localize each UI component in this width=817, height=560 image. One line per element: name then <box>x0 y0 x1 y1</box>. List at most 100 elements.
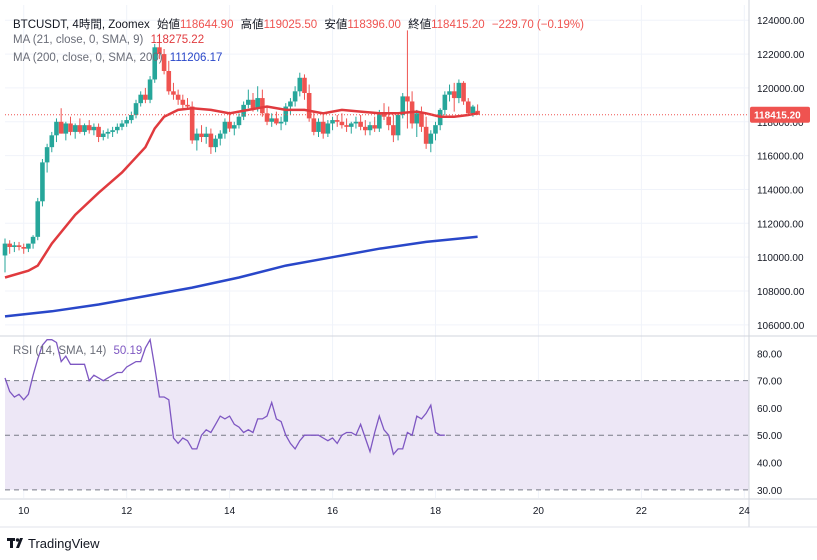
time-tick-label: 16 <box>327 506 339 517</box>
price-tick-label: 124000.00 <box>757 16 805 27</box>
ohlc-legend: BTCUSDT, 4時間, Zoomex 始値118644.90 高値11902… <box>13 16 588 32</box>
candle-body <box>213 138 218 148</box>
candle-body <box>49 135 55 148</box>
symbol-label[interactable]: BTCUSDT, 4時間, Zoomex <box>13 19 150 31</box>
time-tick-label: 22 <box>636 506 648 517</box>
candle-body <box>110 130 115 132</box>
rsi-value: 50.19 <box>113 345 143 357</box>
candle-body <box>40 162 45 202</box>
candle-body <box>199 133 204 137</box>
brand-name: TradingView <box>28 535 100 551</box>
candle-body <box>21 247 27 249</box>
price-tick-label: 116000.00 <box>757 152 804 163</box>
candle-body <box>194 133 200 141</box>
candle-body <box>44 147 50 163</box>
candle-body <box>255 98 260 109</box>
rsi-label: RSI (14, SMA, 14) <box>13 345 107 357</box>
candle-body <box>138 94 143 104</box>
price-tick-label: 106000.00 <box>757 321 805 332</box>
time-tick-label: 20 <box>533 506 545 517</box>
candle-body <box>208 133 214 148</box>
candle-body <box>180 99 186 105</box>
candle-body <box>86 125 92 131</box>
rsi-tick-label: 30.00 <box>757 486 782 497</box>
price-tick-label: 114000.00 <box>757 185 804 196</box>
open-value: 118644.90 <box>179 19 234 31</box>
time-tick-label: 24 <box>739 506 751 517</box>
candle-body <box>442 94 448 110</box>
price-tick-label: 108000.00 <box>757 287 805 298</box>
candle-body <box>381 113 387 117</box>
candle-body <box>395 115 401 136</box>
candle-body <box>405 96 410 102</box>
candle-body <box>377 113 382 129</box>
candle-body <box>353 121 359 124</box>
candle-body <box>278 121 284 124</box>
candle-body <box>250 99 256 109</box>
close-value: 118415.20 <box>431 19 485 31</box>
candle-body <box>292 91 298 102</box>
candle-body <box>386 116 391 126</box>
candle-body <box>119 123 125 127</box>
last-price-label: 118415.20 <box>754 111 801 122</box>
ma200-label: MA (200, close, 0, SMA, 200) <box>13 52 163 64</box>
price-tick-label: 112000.00 <box>757 219 804 230</box>
candle-body <box>217 133 223 139</box>
candle-body <box>358 121 363 127</box>
high-label: 高値 <box>240 19 264 31</box>
candle-body <box>231 125 237 129</box>
candle-body <box>316 121 321 132</box>
candle-body <box>124 120 129 124</box>
candle-body <box>58 121 64 134</box>
candle-body <box>222 121 228 134</box>
candle-body <box>414 113 420 124</box>
axes: 124000.00 122000.00 120000.00 118000.00 1160… <box>0 0 817 528</box>
candle-body <box>339 121 345 126</box>
candle-body <box>264 113 270 122</box>
candle-body <box>203 133 209 137</box>
price-tick-label: 122000.00 <box>757 50 805 61</box>
rsi-legend[interactable]: RSI (14, SMA, 14) 50.19 <box>13 345 146 357</box>
ma200-legend[interactable]: MA (200, close, 0, SMA, 200) 111206.17 <box>13 52 226 64</box>
candle-body <box>334 120 340 122</box>
candle-body <box>348 123 354 127</box>
candle-body <box>152 47 158 80</box>
candle-body <box>320 121 326 134</box>
candle-body <box>26 243 31 249</box>
candle-body <box>115 126 120 131</box>
grid <box>5 5 749 498</box>
low-value: 118396.00 <box>347 19 401 31</box>
candle-body <box>363 126 368 131</box>
candle-body <box>246 99 251 105</box>
ma21-value: 118275.22 <box>150 34 205 46</box>
candle-body <box>236 116 242 126</box>
candle-body <box>269 118 275 122</box>
candle-body <box>189 106 195 141</box>
rsi-tick-label: 80.00 <box>757 349 782 360</box>
ma21-line <box>4 105 478 279</box>
tradingview-logo-icon <box>7 538 23 548</box>
close-label: 終値 <box>408 19 432 31</box>
ma200-line <box>4 235 478 318</box>
candle-body <box>391 125 396 136</box>
candle-body <box>470 106 476 114</box>
candle-body <box>456 82 462 99</box>
candle-body <box>461 82 466 102</box>
candle-body <box>372 125 377 129</box>
candle-body <box>447 91 452 95</box>
candle-body <box>400 96 406 115</box>
time-tick-label: 12 <box>121 506 133 517</box>
time-tick-label: 14 <box>224 506 236 517</box>
candle-body <box>7 243 12 247</box>
candle-body <box>129 115 134 121</box>
candle-body <box>157 47 162 55</box>
ma21-legend[interactable]: MA (21, close, 0, SMA, 9) 118275.22 <box>13 34 208 46</box>
ma200-value: 111206.17 <box>169 52 223 64</box>
candle-body <box>166 71 172 92</box>
high-value: 119025.50 <box>263 19 318 31</box>
candle-body <box>30 236 36 244</box>
footer-brand[interactable]: TradingView <box>6 533 100 553</box>
candle-body <box>283 106 289 122</box>
candle-body <box>227 121 232 129</box>
